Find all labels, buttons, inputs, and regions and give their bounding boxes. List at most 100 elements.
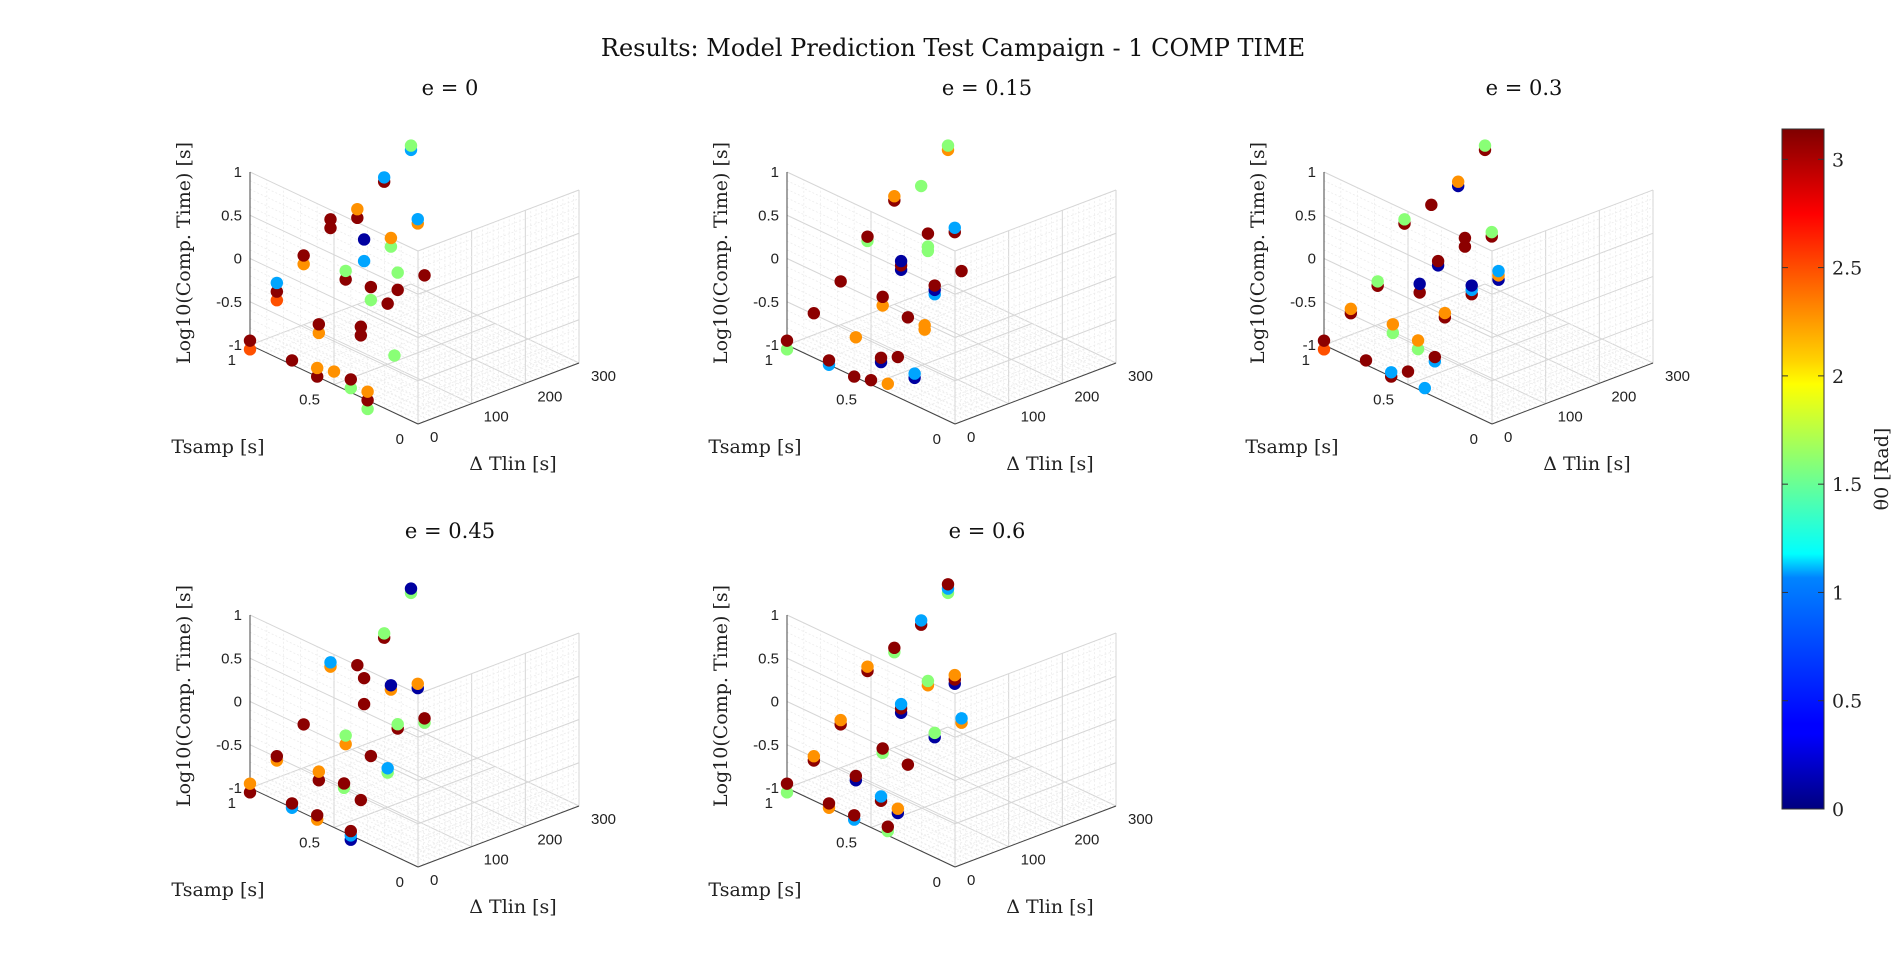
scatter-point — [1458, 231, 1472, 245]
scatter-points — [243, 582, 431, 846]
z-tick-label: 0.5 — [758, 207, 779, 224]
scatter-points — [780, 139, 968, 390]
scatter-point — [391, 283, 404, 297]
colorbar-tick-label: 0 — [1832, 799, 1844, 821]
z-tick-label: 0.5 — [221, 207, 242, 224]
scatter-point — [876, 290, 889, 304]
colorbar-tick-label: 3 — [1832, 149, 1844, 171]
scatter-point — [344, 373, 357, 386]
z-tick-label: 0 — [771, 251, 779, 268]
x-tick-label: 200 — [537, 388, 562, 405]
scatter-point — [928, 726, 941, 740]
scatter-point — [324, 221, 337, 235]
scatter-point — [351, 202, 364, 216]
scatter-point — [418, 269, 431, 282]
scatter-point — [270, 285, 284, 298]
subplot-5: -1 -0.5 0 0.5 1 1 0.5 0 0 100 200 300 Log10(Comp. Ti… — [708, 519, 1153, 918]
scatter-point — [780, 777, 794, 790]
scatter-point — [901, 311, 915, 324]
scatter-point — [270, 294, 284, 307]
z-tick-label: -0.5 — [1290, 294, 1316, 311]
scatter-point — [1478, 139, 1492, 152]
scatter-point — [914, 614, 928, 627]
scatter-point — [297, 257, 310, 271]
scatter-point — [948, 221, 961, 234]
scatter-point — [361, 394, 374, 407]
scatter-point — [874, 351, 888, 364]
scatter-point — [1371, 275, 1384, 288]
scatter-point — [270, 750, 284, 763]
scatter-point — [864, 373, 878, 387]
scatter-point — [780, 786, 794, 799]
scatter-point — [312, 318, 326, 331]
axis-lines — [249, 615, 580, 868]
scatter-point — [1386, 326, 1400, 340]
scatter-point — [243, 343, 257, 356]
x-axis-label: Δ Tlin [s] — [469, 896, 556, 918]
scatter-point — [881, 820, 894, 833]
z-tick-label: 0.5 — [1295, 207, 1316, 224]
scatter-point — [780, 334, 794, 347]
scatter-point — [1465, 279, 1478, 292]
scatter-point — [914, 179, 928, 193]
scatter-point — [312, 774, 326, 787]
scatter-point — [891, 802, 905, 815]
scatter-point — [357, 697, 371, 711]
scatter-point — [948, 668, 961, 682]
scatter-point — [848, 370, 861, 383]
scatter-point — [807, 750, 821, 763]
y-tick-label: 0.5 — [299, 392, 320, 409]
scatter-point — [243, 334, 257, 347]
scatter-point — [921, 674, 935, 688]
x-axis-label: Δ Tlin [s] — [1006, 453, 1093, 475]
z-tick-label: 0.5 — [758, 650, 779, 667]
scatter-point — [324, 213, 337, 226]
y-axis-label: Tsamp [s] — [171, 436, 264, 458]
tick-labels: -1 -0.5 0 0.5 1 1 0.5 0 0 100 200 300 — [1290, 164, 1690, 448]
scatter-point — [361, 385, 374, 398]
scatter-point — [354, 793, 368, 807]
subplot-2: -1 -0.5 0 0.5 1 1 0.5 0 0 100 200 300 Log10(Comp. Ti… — [708, 76, 1153, 475]
y-tick-label: 1 — [765, 795, 773, 812]
z-tick-label: -0.5 — [753, 737, 779, 754]
scatter-point — [364, 293, 378, 307]
scatter-point — [807, 307, 821, 320]
scatter-point — [243, 777, 257, 790]
scatter-point — [1458, 240, 1472, 253]
scatter-point — [849, 331, 863, 344]
colorbar-tick-label: 0.5 — [1832, 691, 1862, 713]
scatter-point — [243, 786, 257, 799]
z-tick-label: 0.5 — [221, 650, 242, 667]
x-tick-label: 0 — [430, 872, 438, 889]
colorbar-gradient — [1781, 128, 1825, 810]
x-tick-label: 0 — [967, 429, 975, 446]
scatter-point — [339, 737, 352, 751]
scatter-point — [381, 297, 394, 310]
y-tick-label: 1 — [228, 352, 236, 369]
scatter-point — [1359, 354, 1373, 367]
scatter-point — [888, 641, 901, 655]
axis-lines — [1323, 172, 1654, 425]
z-axis-label: Log10(Comp. Time) [s] — [1247, 142, 1269, 364]
scatter-point — [377, 171, 391, 184]
tick-labels: -1 -0.5 0 0.5 1 1 0.5 0 0 100 200 300 — [753, 164, 1153, 448]
tick-labels: -1 -0.5 0 0.5 1 1 0.5 0 0 100 200 300 — [753, 607, 1153, 891]
figure-title: Results: Model Prediction Test Campaign … — [601, 34, 1305, 62]
scatter-point — [861, 660, 874, 673]
scatter-point — [861, 230, 874, 243]
z-tick-label: -0.5 — [216, 294, 242, 311]
scatter-point — [297, 718, 310, 731]
z-axis-label: Log10(Comp. Time) [s] — [173, 585, 195, 807]
y-tick-label: 0.5 — [1373, 392, 1394, 409]
axis-grid — [249, 171, 580, 425]
scatter-point — [381, 762, 394, 775]
y-axis-label: Tsamp [s] — [1245, 436, 1338, 458]
x-tick-label: 300 — [1128, 368, 1153, 385]
scatter-point — [312, 765, 326, 778]
scatter-point — [311, 361, 324, 375]
scatter-point — [1398, 213, 1411, 226]
scatter-point — [1317, 334, 1331, 347]
scatter-point — [270, 276, 284, 290]
x-tick-label: 100 — [1021, 409, 1046, 426]
